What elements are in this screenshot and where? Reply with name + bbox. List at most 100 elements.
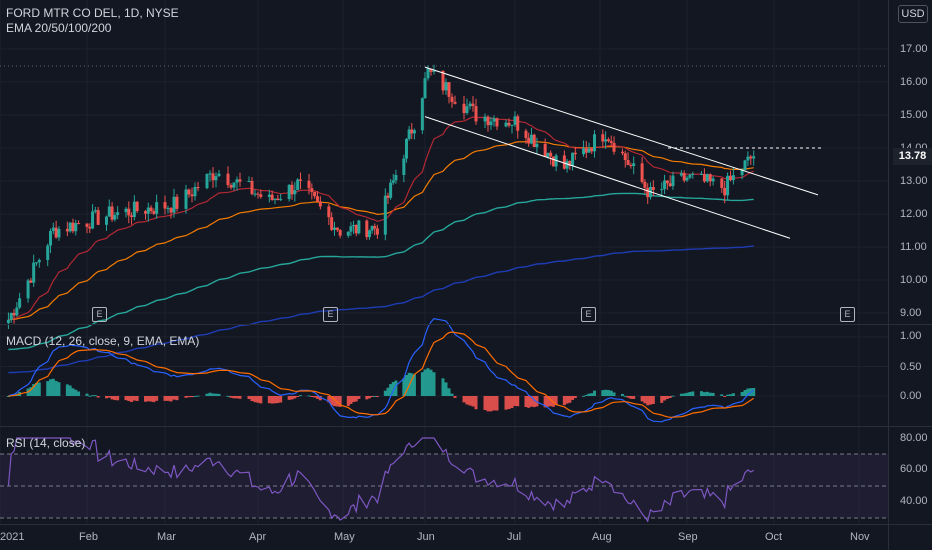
earnings-marker[interactable]: E xyxy=(92,307,107,322)
macd-histogram-bar xyxy=(626,396,630,398)
macd-histogram-bar xyxy=(152,396,156,403)
price-label-13: 13.00 xyxy=(900,175,928,187)
candle-down xyxy=(720,178,724,188)
candle-up xyxy=(166,208,170,210)
candle-up xyxy=(593,134,597,152)
candle-up xyxy=(37,259,41,263)
macd-histogram-bar xyxy=(623,395,627,397)
candle-up xyxy=(391,180,395,183)
earnings-marker[interactable]: E xyxy=(581,307,596,322)
rsi-title[interactable]: RSI (14, close) xyxy=(6,436,86,450)
earnings-marker[interactable]: E xyxy=(840,307,855,322)
candle-up xyxy=(604,139,608,142)
candle-down xyxy=(723,187,727,196)
candle-up xyxy=(394,174,398,181)
candle-down xyxy=(441,70,445,91)
macd-histogram-bar xyxy=(663,396,667,401)
macd-histogram-bar xyxy=(330,396,334,406)
candle-up xyxy=(504,122,508,127)
macd-histogram-bar xyxy=(349,396,353,404)
macd-histogram-bar xyxy=(307,395,311,397)
macd-histogram-bar xyxy=(375,396,379,397)
macd-histogram-bar xyxy=(474,396,478,410)
candle-down xyxy=(318,201,322,207)
candle-down xyxy=(749,156,753,159)
candle-down xyxy=(668,183,672,187)
candle-down xyxy=(429,68,433,72)
macd-histogram-bar xyxy=(593,390,597,396)
macd-histogram-bar xyxy=(135,396,139,401)
candle-down xyxy=(623,153,627,161)
candle-down xyxy=(144,211,147,214)
macd-histogram-bar xyxy=(629,396,633,399)
candle-down xyxy=(646,187,650,198)
macd-histogram-bar xyxy=(267,396,271,404)
macd-histogram-bar xyxy=(620,393,624,396)
candle-down xyxy=(651,186,655,190)
candle-up xyxy=(18,298,22,308)
macd-histogram-bar xyxy=(116,396,120,401)
candle-up xyxy=(155,202,159,214)
candle-up xyxy=(489,121,493,126)
macd-histogram-bar xyxy=(190,396,194,398)
symbol-title[interactable]: FORD MTR CO DEL, 1D, NYSE xyxy=(6,6,179,20)
macd-label-0: 0.00 xyxy=(900,390,922,402)
macd-histogram-bar xyxy=(471,396,475,407)
macd-histogram-bar xyxy=(468,396,472,406)
candle-up xyxy=(529,134,533,144)
candle-down xyxy=(77,223,81,225)
candle-up xyxy=(253,193,257,195)
ema-legend[interactable]: EMA 20/50/100/200 xyxy=(6,21,112,35)
candle-up xyxy=(423,78,427,99)
macd-histogram-bar xyxy=(318,396,322,401)
time-label-jun: Jun xyxy=(417,531,435,543)
macd-histogram-bar xyxy=(327,396,331,403)
macd-histogram-bar xyxy=(96,396,100,398)
macd-histogram-bar xyxy=(746,388,750,396)
candle-down xyxy=(543,143,547,157)
candle-up xyxy=(205,174,209,189)
candle-up xyxy=(412,130,416,134)
candle-up xyxy=(582,148,586,155)
candle-up xyxy=(15,307,19,316)
candle-up xyxy=(746,156,750,161)
time-label-sep: Sep xyxy=(678,531,698,543)
candle-down xyxy=(307,180,311,189)
candle-down xyxy=(250,180,254,195)
macd-histogram-bar xyxy=(107,396,111,398)
macd-histogram-bar xyxy=(205,393,209,396)
macd-histogram-bar xyxy=(276,396,280,404)
candle-up xyxy=(671,175,675,187)
macd-histogram-bar xyxy=(549,396,553,407)
macd-label-1: 1.00 xyxy=(900,330,922,342)
candle-down xyxy=(327,206,331,218)
macd-histogram-bar xyxy=(386,387,390,396)
currency-button[interactable]: USD xyxy=(898,5,928,23)
macd-histogram-bar xyxy=(450,393,454,396)
earnings-marker[interactable]: E xyxy=(323,307,338,322)
macd-histogram-bar xyxy=(68,385,72,396)
candle-down xyxy=(702,173,706,182)
macd-histogram-bar xyxy=(604,389,608,396)
candle-up xyxy=(6,319,10,324)
macd-histogram-bar xyxy=(316,396,319,399)
candle-up xyxy=(432,70,436,72)
candle-down xyxy=(527,137,531,144)
candle-up xyxy=(32,262,36,283)
trend-channel[interactable] xyxy=(424,66,822,239)
macd-histogram-bar xyxy=(565,396,569,404)
candle-down xyxy=(169,208,173,213)
macd-histogram-bar xyxy=(601,390,605,396)
time-label-apr: Apr xyxy=(249,531,267,543)
macd-title[interactable]: MACD (12, 26, close, 9, EMA, EMA) xyxy=(6,334,200,348)
macd-histogram-bar xyxy=(752,387,756,396)
macd-histogram-bar xyxy=(708,392,712,396)
macd-histogram-bar xyxy=(93,395,97,397)
candle-down xyxy=(640,163,644,182)
candle-up xyxy=(124,208,128,213)
candle-up xyxy=(660,189,664,191)
candle-up xyxy=(685,177,689,181)
macd-histogram-bar xyxy=(184,396,188,398)
